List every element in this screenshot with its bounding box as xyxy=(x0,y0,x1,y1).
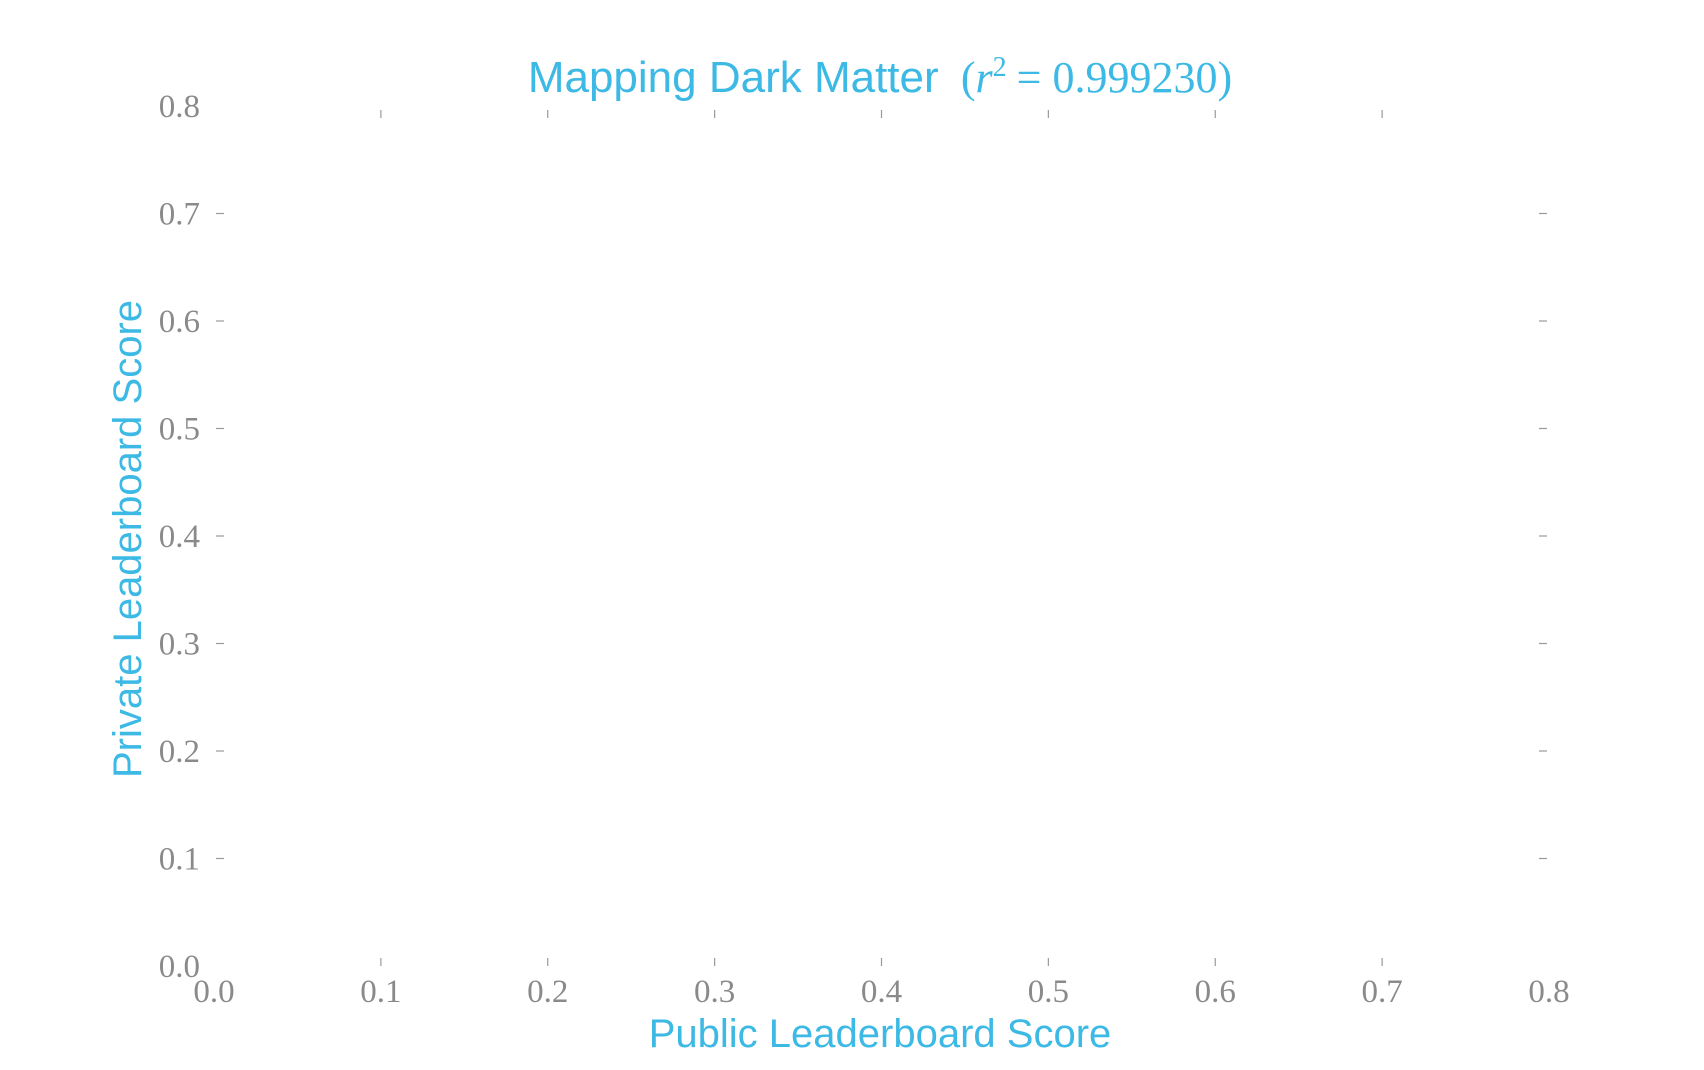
chart-title-open: ( xyxy=(961,53,976,102)
x-tick-label-4: 0.4 xyxy=(861,974,902,1010)
y-tick-label-3: 0.3 xyxy=(159,627,200,663)
x-tick-label-0: 0.0 xyxy=(193,974,234,1010)
y-tick-label-2: 0.2 xyxy=(159,734,200,770)
x-axis-title: Public Leaderboard Score xyxy=(649,1012,1112,1056)
chart-title-close: ) xyxy=(1218,53,1233,102)
y-tick-label-5: 0.5 xyxy=(159,412,200,448)
y-tick-label-4: 0.4 xyxy=(159,519,200,555)
chart-title-metric: r xyxy=(976,53,994,102)
x-tick-label-2: 0.2 xyxy=(527,974,568,1010)
x-tick-label-7: 0.7 xyxy=(1362,974,1403,1010)
y-tick-label-6: 0.6 xyxy=(159,304,200,340)
chart-title-exponent: 2 xyxy=(993,52,1007,83)
y-tick-label-8: 0.8 xyxy=(159,89,200,125)
x-tick-label-5: 0.5 xyxy=(1028,974,1069,1010)
y-tick-label-0: 0.0 xyxy=(159,949,200,985)
chart-title-text: Mapping Dark Matter xyxy=(528,53,939,102)
y-axis-title: Private Leaderboard Score xyxy=(106,300,150,778)
x-tick-label-3: 0.3 xyxy=(694,974,735,1010)
x-tick-label-8: 0.8 xyxy=(1528,974,1569,1010)
chart-title: Mapping Dark Matter (r2 = 0.999230) xyxy=(528,52,1232,102)
x-tick-label-6: 0.6 xyxy=(1195,974,1236,1010)
y-tick-label-7: 0.7 xyxy=(159,197,200,233)
chart-title-value: = 0.999230 xyxy=(1017,53,1218,102)
x-axis: 0.0 0.1 0.2 0.3 0.4 0.5 0.6 0.7 0.8 xyxy=(193,110,1570,1010)
y-axis: 0.0 0.1 0.2 0.3 0.4 0.5 0.6 0.7 0.8 xyxy=(159,89,1547,985)
y-tick-label-1: 0.1 xyxy=(159,842,200,878)
x-tick-label-1: 0.1 xyxy=(360,974,401,1010)
